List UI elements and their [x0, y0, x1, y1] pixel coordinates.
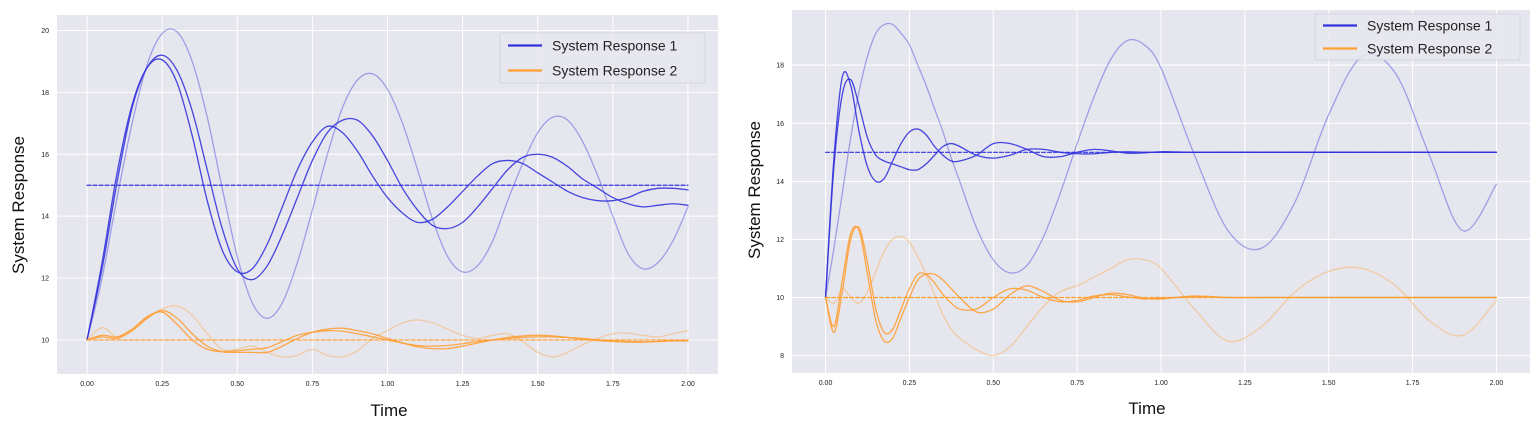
x-tick-label: 0.25 [155, 381, 169, 388]
y-tick-label: 14 [41, 214, 49, 221]
y-axis-title: System Response [9, 136, 28, 274]
y-tick-label: 8 [780, 353, 784, 360]
x-tick-label: 0.50 [986, 380, 1000, 387]
response-line-1-3 [86, 28, 689, 341]
x-axis-title: Time [1128, 399, 1165, 418]
y-tick-label: 18 [41, 90, 49, 97]
x-tick-label: 2.00 [681, 381, 695, 388]
y-tick-label: 16 [776, 121, 784, 128]
legend-label: System Response 2 [552, 63, 677, 79]
x-tick-label: 1.25 [456, 381, 470, 388]
x-tick-label: 2.00 [1490, 380, 1504, 387]
x-tick-label: 0.75 [1070, 380, 1084, 387]
x-tick-label: 0.75 [306, 381, 320, 388]
response-line-2-7 [824, 235, 1498, 357]
chart-right: 0.00 0.25 0.50 0.75 1.00 1.25 1.50 1.75 2.00 8 10 1… [745, 10, 1530, 418]
x-tick-label: 0.00 [819, 380, 833, 387]
response-line-1-3 [824, 22, 1498, 299]
legend-label: System Response 2 [1367, 41, 1492, 57]
y-tick-label: 18 [776, 63, 784, 70]
x-tick-label: 0.25 [903, 380, 917, 387]
x-tick-label: 1.50 [1322, 380, 1336, 387]
x-tick-label: 1.00 [381, 381, 395, 388]
x-tick-label: 1.25 [1238, 380, 1252, 387]
y-tick-label: 10 [776, 295, 784, 302]
x-axis-title: Time [370, 401, 407, 420]
legend: System Response 1 System Response 2 [499, 32, 706, 84]
response-line-1-1 [86, 58, 689, 341]
legend-box [499, 32, 706, 84]
y-tick-label: 10 [41, 337, 49, 344]
x-tick-label: 1.75 [606, 381, 620, 388]
y-tick-label: 16 [41, 152, 49, 159]
legend-label: System Response 1 [1367, 18, 1492, 34]
y-tick-label: 14 [776, 179, 784, 186]
x-tick-label: 1.50 [531, 381, 545, 388]
chart-panel-right: 0.00 0.25 0.50 0.75 1.00 1.25 1.50 1.75 2.00 8 10 1… [740, 0, 1535, 428]
x-gridlines [825, 10, 1497, 373]
x-tick-label: 1.75 [1406, 380, 1420, 387]
y-tick-label: 12 [41, 276, 49, 283]
y-tick-label: 12 [776, 237, 784, 244]
series-lines [86, 28, 689, 358]
legend: System Response 1 System Response 2 [1314, 13, 1521, 61]
y-tick-label: 20 [41, 28, 49, 35]
x-tick-label: 0.00 [80, 381, 94, 388]
y-axis-title: System Response [745, 121, 764, 259]
series-lines [824, 22, 1498, 357]
chart-left: 0.00 0.25 0.50 0.75 1.00 1.25 1.50 1.75 2.00 10 12… [9, 15, 718, 420]
x-tick-label: 0.50 [230, 381, 244, 388]
legend-label: System Response 1 [552, 38, 677, 54]
response-line-1-2 [86, 54, 689, 341]
response-line-2-7 [86, 305, 689, 358]
x-tick-label: 1.00 [1154, 380, 1168, 387]
legend-box [1314, 13, 1521, 61]
chart-panel-left: 0.00 0.25 0.50 0.75 1.00 1.25 1.50 1.75 2.00 10 12… [0, 0, 760, 428]
